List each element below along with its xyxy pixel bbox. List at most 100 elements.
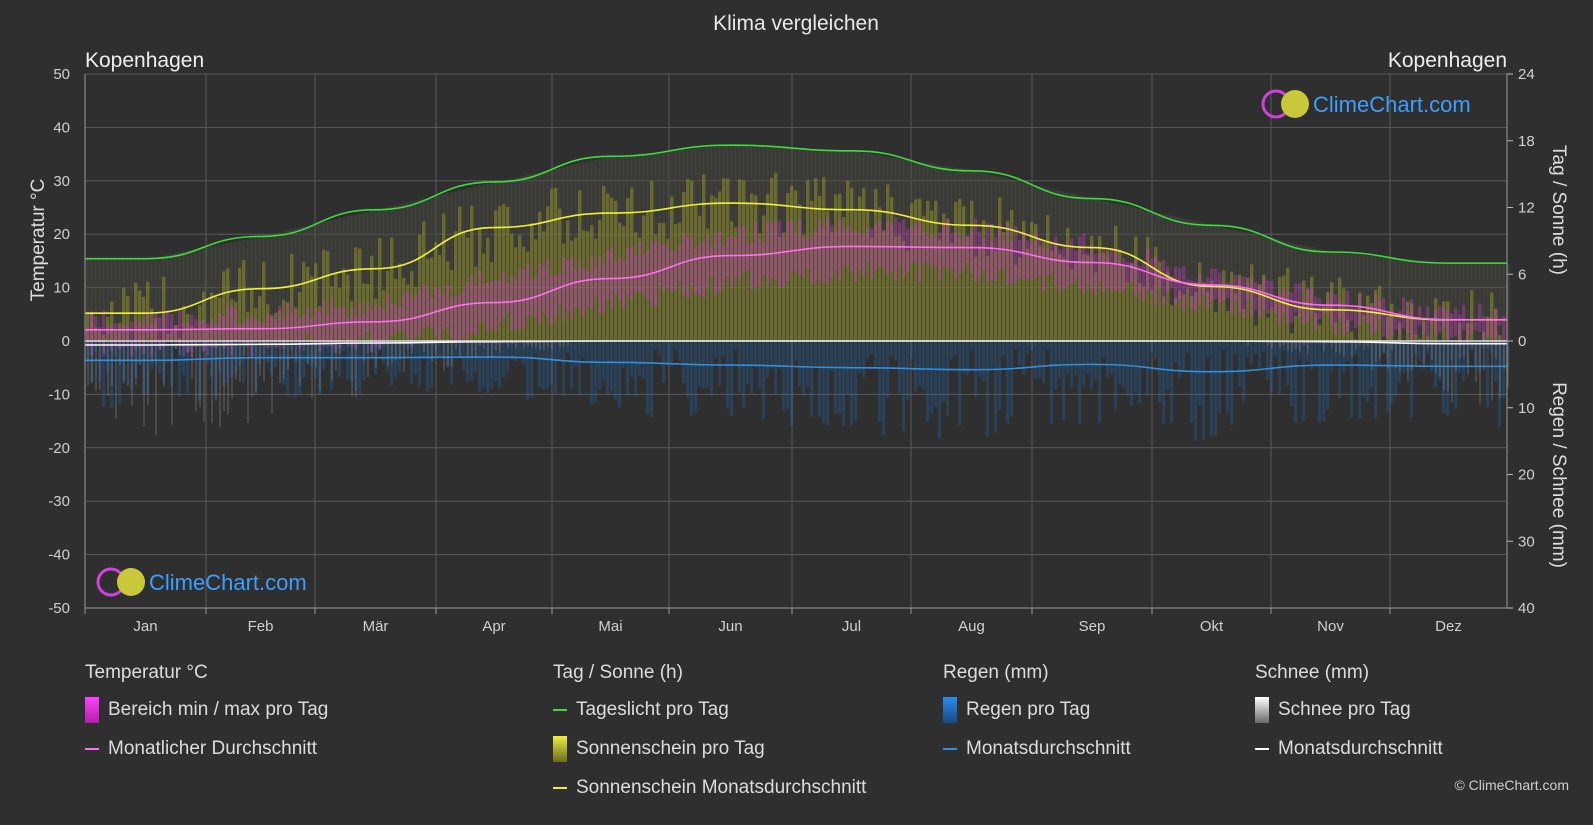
sunshine-bar <box>810 200 814 341</box>
snow-bar <box>127 341 129 387</box>
rain-bar <box>594 341 598 402</box>
daylight-bar <box>1382 256 1386 341</box>
daylight-bar <box>170 253 174 341</box>
temp-range-bar <box>1158 269 1162 288</box>
temp-range-bar <box>446 284 450 327</box>
temp-range-bar <box>734 237 738 277</box>
snow-bar <box>507 341 509 348</box>
rain-bar <box>1202 341 1206 441</box>
temp-range-bar <box>974 218 978 282</box>
temp-range-bar <box>426 288 430 326</box>
legend: Temperatur °C Bereich min / max pro Tag … <box>0 662 1593 822</box>
sunshine-bar <box>602 186 606 341</box>
rain-bar <box>1282 341 1286 351</box>
sunshine-bar <box>286 302 290 341</box>
x-tick-label: Jun <box>718 618 742 635</box>
daylight-bar <box>1254 234 1258 341</box>
snow-bar <box>1507 341 1509 389</box>
rain-bar <box>858 341 862 373</box>
rain-bar <box>642 341 646 380</box>
location-right: Kopenhagen <box>1388 49 1507 72</box>
temp-range-bar <box>178 311 182 346</box>
daylight-bar <box>1182 218 1186 341</box>
sunshine-bar <box>1054 245 1058 341</box>
snow-bar <box>1483 341 1485 371</box>
snow-bar <box>1459 341 1461 359</box>
y-tick-right-bottom: 20 <box>1518 467 1535 484</box>
daylight-bar <box>118 258 122 341</box>
sunshine-bar <box>214 296 218 341</box>
rain-bar <box>850 341 854 426</box>
snow-bar <box>111 341 113 386</box>
sunshine-bar <box>882 230 886 341</box>
temp-range-bar <box>914 223 918 262</box>
snow-bar <box>1455 341 1457 373</box>
snow-bar <box>1391 341 1393 350</box>
temp-range-bar <box>254 318 258 342</box>
snow-bar <box>163 341 165 387</box>
sunshine-bar <box>1166 272 1170 341</box>
temp-range-bar <box>1242 276 1246 318</box>
daylight-line <box>85 144 1507 264</box>
rain-bar <box>358 341 362 395</box>
temp-range-bar <box>582 268 586 317</box>
snow-bar <box>331 341 333 380</box>
sunshine-bar <box>1418 338 1422 341</box>
sunshine-bar <box>822 177 826 341</box>
rain-bar <box>106 341 110 373</box>
temp-range-bar <box>138 320 142 348</box>
sunshine-bar <box>1134 236 1138 341</box>
snow-bar <box>95 341 97 391</box>
snow-bar <box>535 341 537 348</box>
temp-range-bar <box>770 223 774 278</box>
snow-bar <box>307 341 309 365</box>
legend-temperature: Temperatur °C Bereich min / max pro Tag … <box>85 662 328 768</box>
sunshine-bar <box>754 195 758 341</box>
daylight-bar <box>1466 263 1470 341</box>
sunshine-bar <box>658 222 662 341</box>
daylight-bar <box>350 215 354 341</box>
temp-range-bar <box>918 220 922 282</box>
rain-bar <box>906 341 910 401</box>
daylight-bar <box>282 231 286 341</box>
temp-range-bar <box>338 306 342 349</box>
y-tick-right-bottom: 40 <box>1518 600 1535 617</box>
snow-bar <box>247 341 249 424</box>
snow-swatch <box>1255 696 1269 723</box>
sunshine-bar <box>1194 292 1198 341</box>
snow-bar <box>195 341 197 412</box>
rain-bar <box>954 341 958 356</box>
snow-bar <box>1323 341 1325 352</box>
temp-range-bar <box>698 243 702 295</box>
daylight-bar <box>1206 224 1210 341</box>
temp-range-bar <box>830 225 834 279</box>
rain-bar <box>666 341 670 366</box>
rain-bar <box>1150 341 1154 353</box>
snow-bar <box>363 341 365 362</box>
rain-bar <box>1094 341 1098 380</box>
temp-range-bar <box>1322 307 1326 315</box>
sunshine-bar <box>1106 250 1110 341</box>
rain-bar <box>202 341 206 351</box>
sunshine-bar <box>106 316 110 341</box>
rain-bar <box>842 341 846 426</box>
temp-range-bar <box>450 297 454 339</box>
temp-range-bar <box>438 289 442 342</box>
temp-range-bar <box>238 324 242 342</box>
temp-range-bar <box>674 251 678 290</box>
snow-bar <box>203 341 205 422</box>
legend-sunshine-avg-label: Sonnenschein Monatsdurchschnitt <box>576 776 867 798</box>
sunshine-bar <box>322 249 326 341</box>
rain-bar <box>662 341 666 383</box>
sunshine-bar <box>98 330 102 341</box>
rain-bar <box>790 341 794 427</box>
rain-bar <box>1086 341 1090 375</box>
rain-bar <box>290 341 294 351</box>
sunshine-bar <box>126 295 130 341</box>
rain-bar <box>774 341 778 395</box>
snow-bar <box>223 341 225 412</box>
sunshine-bar <box>794 190 798 341</box>
temp-range-bar <box>1082 233 1086 294</box>
snow-bar <box>1471 341 1473 350</box>
rain-bar <box>126 341 130 361</box>
